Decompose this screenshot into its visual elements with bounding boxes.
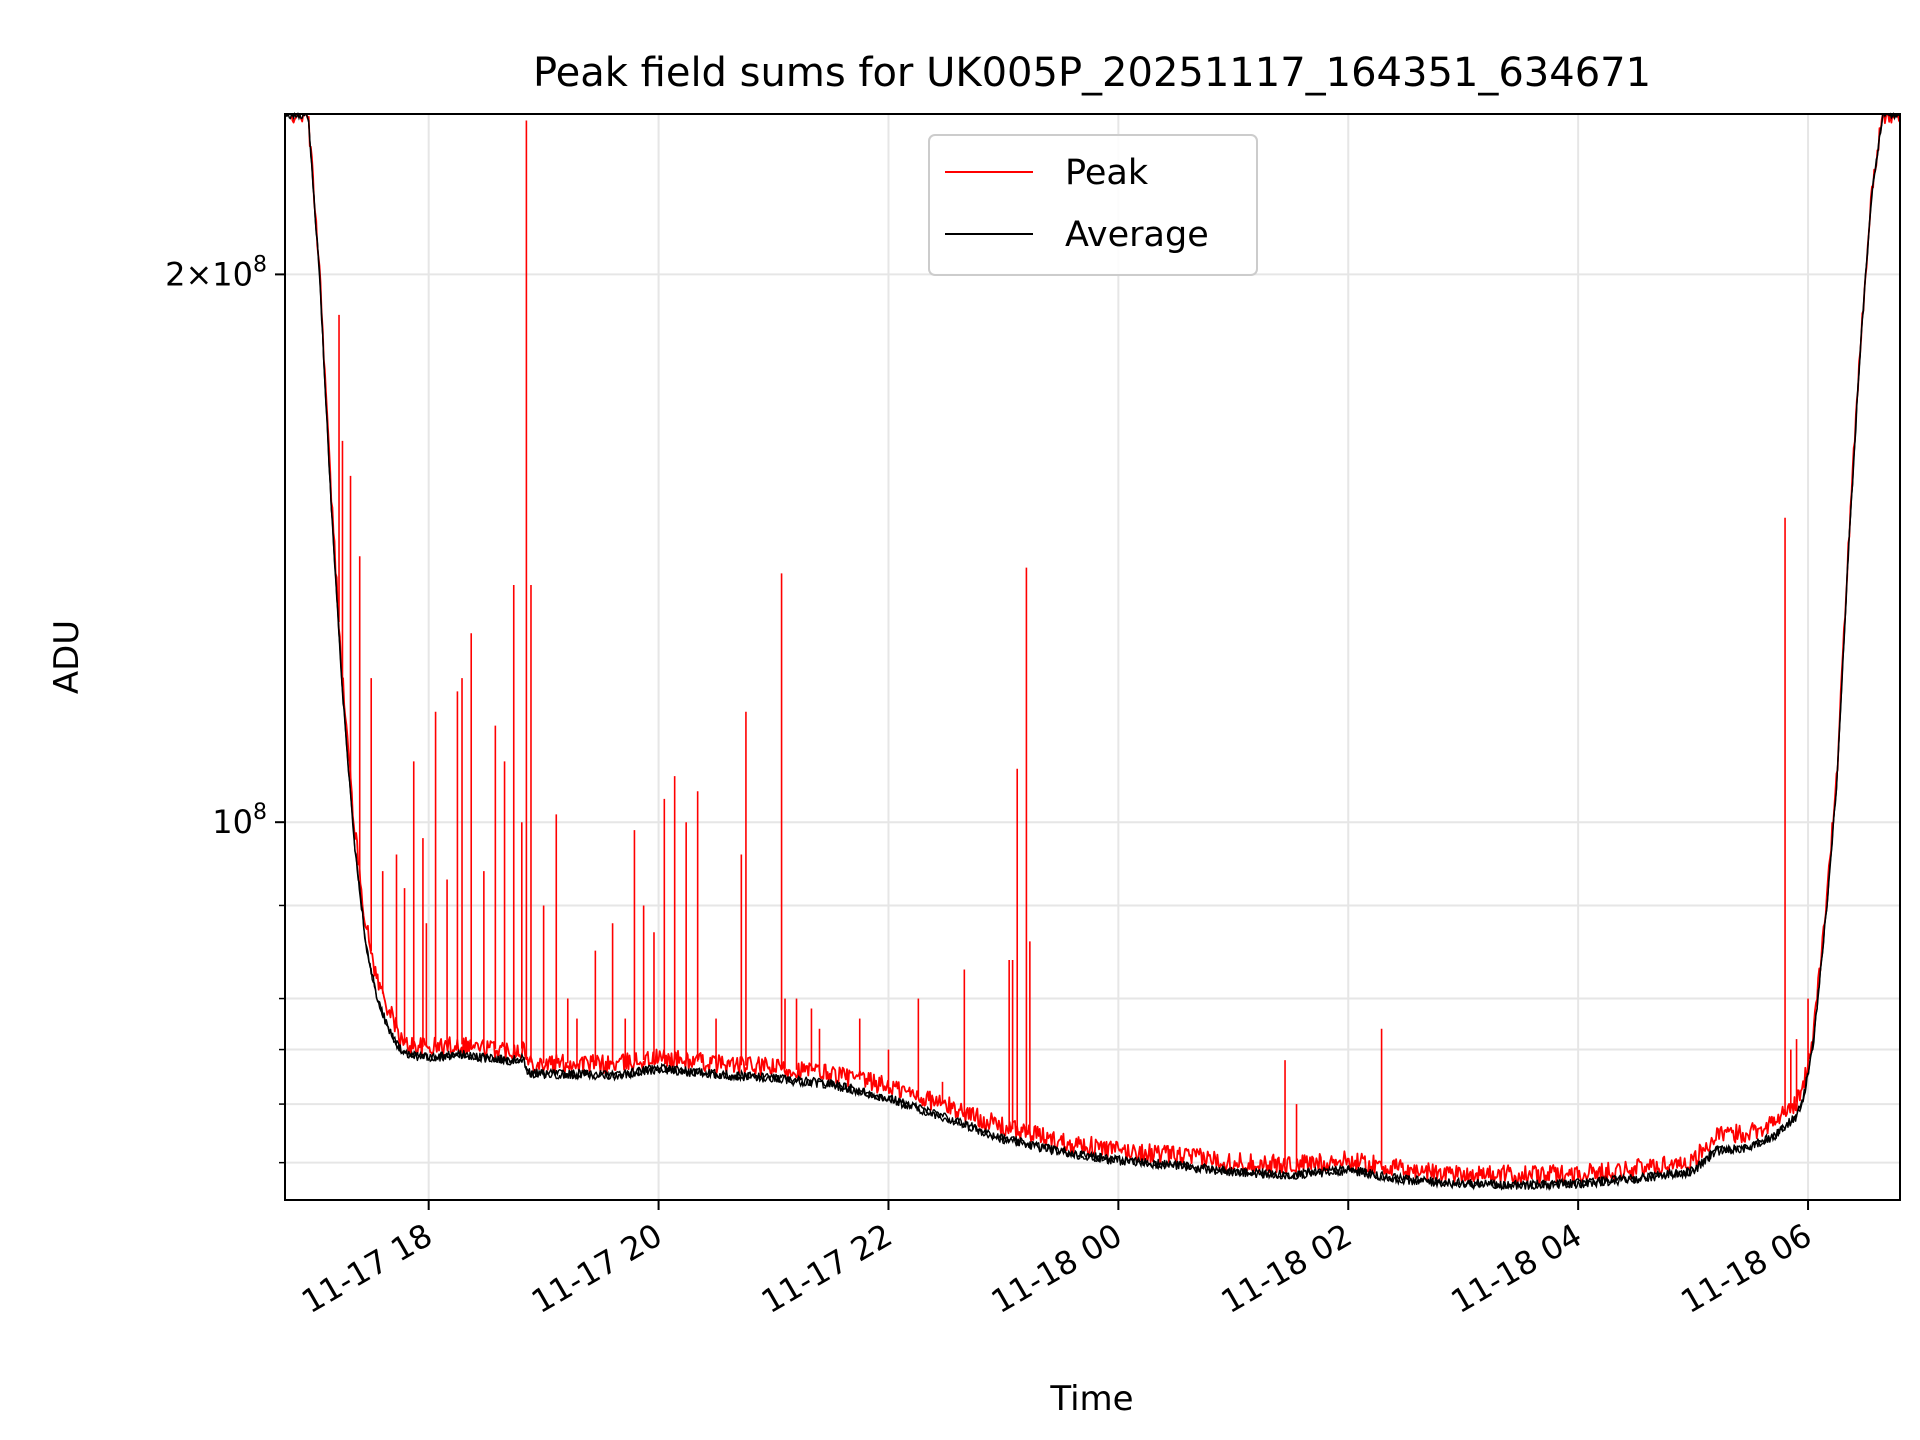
series-line-average-top	[284, 111, 1901, 1192]
legend: Peak Average	[928, 134, 1258, 276]
legend-box	[928, 134, 1258, 276]
series-layer	[284, 111, 1901, 1192]
y-axis-label: ADU	[47, 620, 87, 694]
legend-peak-label: Peak	[1065, 153, 1149, 193]
y-tick-label: 108	[212, 800, 267, 841]
chart-title: Peak field sums for UK005P_20251117_1643…	[533, 50, 1651, 96]
legend-average-label: Average	[1065, 215, 1209, 255]
axes-frame	[284, 113, 1901, 1201]
x-axis-label: Time	[1049, 1379, 1133, 1419]
y-tick-label: 2×108	[165, 252, 267, 293]
